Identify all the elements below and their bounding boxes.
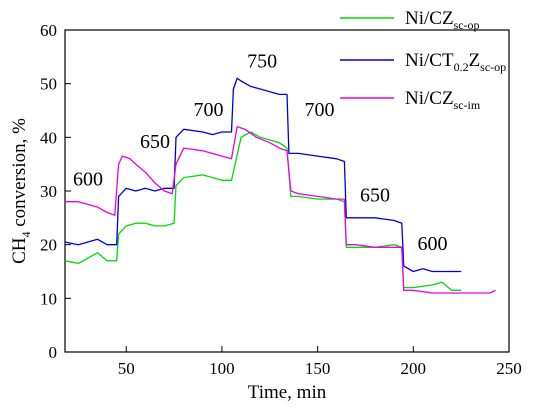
x-tick-label-50: 50 bbox=[118, 359, 135, 378]
legend-1-main: Ni/CT bbox=[405, 50, 454, 71]
x-tick-label-100: 100 bbox=[209, 359, 235, 378]
y-tick-label-60: 60 bbox=[40, 21, 57, 40]
x-axis-label: Time, min bbox=[248, 382, 327, 403]
series-line-1 bbox=[64, 77, 462, 273]
series-line-2 bbox=[65, 125, 496, 294]
temperature-label-2: 700 bbox=[194, 99, 224, 121]
y-tick-label-10: 10 bbox=[40, 289, 57, 308]
y-axis-label-sub: 4 bbox=[19, 232, 33, 238]
temperature-label-3: 750 bbox=[247, 51, 277, 73]
y-tick-label-30: 30 bbox=[40, 182, 57, 201]
series-layer bbox=[64, 77, 496, 294]
temperature-label-4: 700 bbox=[305, 99, 335, 121]
temperature-label-6: 600 bbox=[417, 233, 447, 255]
legend-label-ni-ct-z-sc-op: Ni/CT0.2Zsc-op bbox=[405, 50, 506, 74]
legend-1-main2: Z bbox=[469, 50, 481, 71]
y-tick-label-50: 50 bbox=[40, 75, 57, 94]
x-tick-label-250: 250 bbox=[496, 359, 522, 378]
temperature-label-5: 650 bbox=[360, 185, 390, 207]
legend-0-sub: sc-op bbox=[454, 18, 480, 32]
y-tick-label-40: 40 bbox=[40, 128, 57, 147]
plot-frame bbox=[64, 29, 510, 353]
series-line-0 bbox=[64, 131, 462, 291]
temperature-label-0: 600 bbox=[73, 169, 103, 191]
y-axis-label: CH4 conversion, % bbox=[9, 118, 33, 264]
x-tick-label-150: 150 bbox=[305, 359, 331, 378]
legend-2-sub: sc-im bbox=[454, 98, 481, 112]
y-axis-label-main: CH bbox=[9, 237, 30, 264]
legend-1-sub2: sc-op bbox=[480, 60, 506, 74]
legend-label-ni-cz-sc-op: Ni/CZsc-op bbox=[405, 8, 480, 32]
legend-2-main: Ni/CZ bbox=[405, 88, 454, 109]
y-axis-label-rest: conversion, % bbox=[9, 118, 30, 232]
legend-1-sub1: 0.2 bbox=[454, 60, 469, 74]
annotations: 600 650 700 750 700 650 600 bbox=[73, 51, 447, 255]
legend: Ni/CZsc-op Ni/CT0.2Zsc-op Ni/CZsc-im bbox=[340, 8, 506, 112]
legend-0-main: Ni/CZ bbox=[405, 8, 454, 29]
temperature-label-1: 650 bbox=[140, 131, 170, 153]
ticks: 50 100 150 200 250 0 10 20 30 40 50 60 bbox=[40, 21, 522, 378]
legend-label-ni-cz-sc-im: Ni/CZsc-im bbox=[405, 88, 481, 112]
x-tick-label-200: 200 bbox=[401, 359, 427, 378]
y-tick-label-0: 0 bbox=[49, 343, 58, 362]
y-tick-label-20: 20 bbox=[40, 236, 57, 255]
